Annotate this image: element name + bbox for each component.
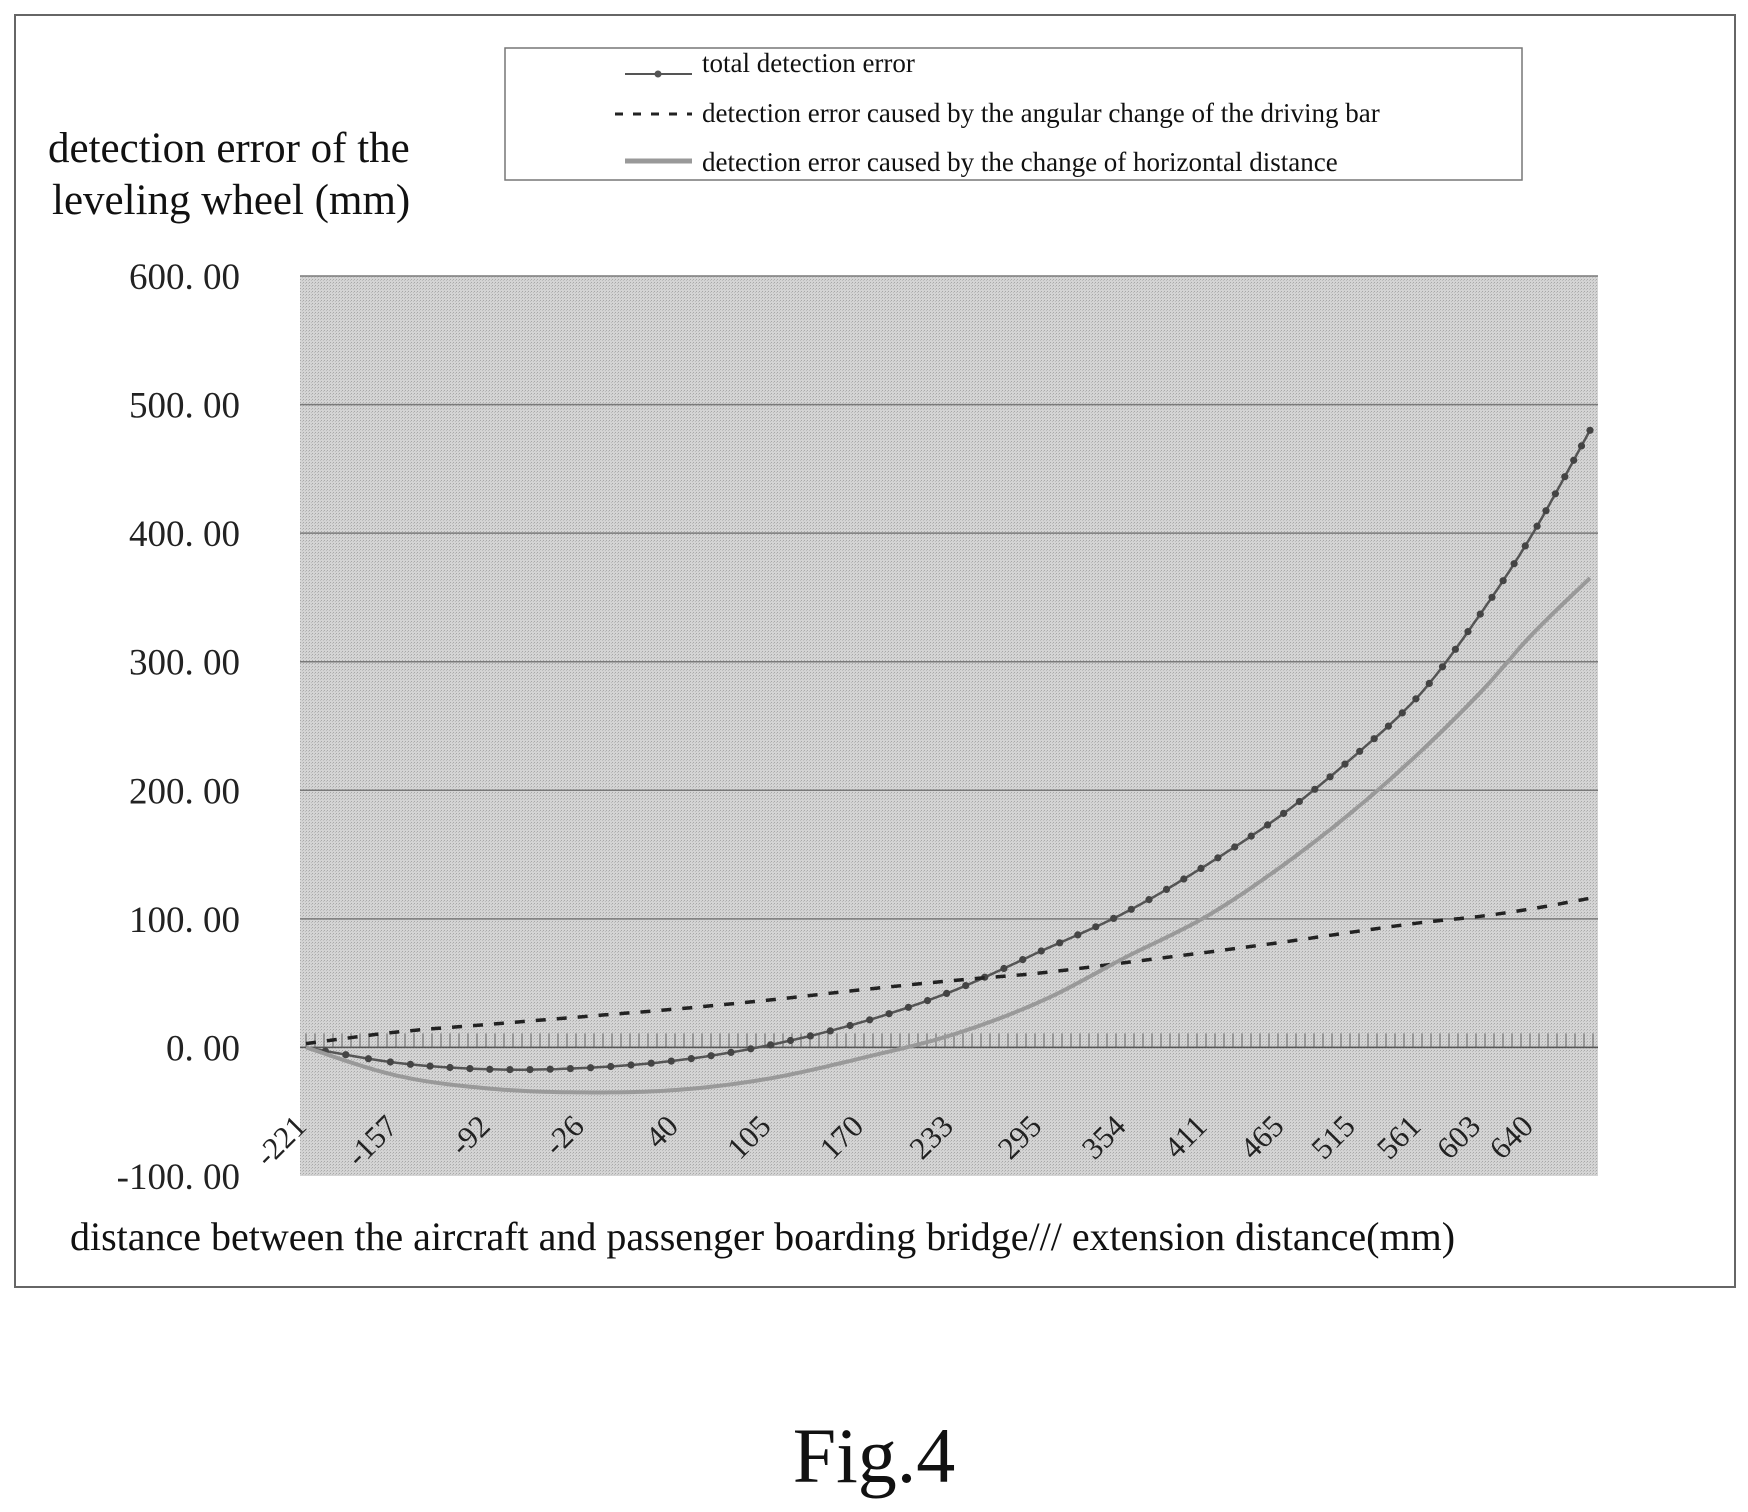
- series-0-marker: [1578, 442, 1585, 449]
- series-0-marker: [668, 1058, 675, 1065]
- series-0-marker: [1477, 611, 1484, 618]
- series-0-marker: [1452, 646, 1459, 653]
- series-0-marker: [1092, 923, 1099, 930]
- y-tick-label-4: 200. 00: [129, 771, 240, 812]
- series-0-marker: [1264, 821, 1271, 828]
- series-0-marker: [607, 1063, 614, 1070]
- y-tick-label-7: -100. 00: [117, 1157, 240, 1198]
- y-tick-label-0: 600. 00: [129, 257, 240, 298]
- series-0-marker: [1280, 810, 1287, 817]
- series-0-marker: [1214, 854, 1221, 861]
- series-0-marker: [587, 1064, 594, 1071]
- series-0-marker: [905, 1004, 912, 1011]
- y-tick-label-5: 100. 00: [129, 900, 240, 941]
- series-0-marker: [943, 990, 950, 997]
- series-0-marker: [767, 1041, 774, 1048]
- series-0-marker: [1439, 663, 1446, 670]
- series-0-marker: [1500, 577, 1507, 584]
- series-0-marker: [627, 1061, 634, 1068]
- series-0-marker: [342, 1051, 349, 1058]
- y-tick-label-3: 300. 00: [129, 643, 240, 684]
- series-0-marker: [924, 997, 931, 1004]
- series-0-marker: [1056, 939, 1063, 946]
- series-0-marker: [486, 1066, 493, 1073]
- y-tick-label-6: 0. 00: [166, 1028, 240, 1069]
- series-0-marker: [1464, 628, 1471, 635]
- series-0-marker: [1534, 523, 1541, 530]
- figure-label: Fig.4: [793, 1412, 956, 1499]
- legend-marker-total: [655, 71, 662, 78]
- series-0-marker: [747, 1045, 754, 1052]
- series-0-marker: [886, 1010, 893, 1017]
- series-0-marker: [1488, 594, 1495, 601]
- series-0-marker: [1231, 843, 1238, 850]
- series-0-marker: [1197, 865, 1204, 872]
- series-0-marker: [387, 1058, 394, 1065]
- series-0-marker: [1412, 695, 1419, 702]
- series-0-marker: [567, 1065, 574, 1072]
- series-0-marker: [708, 1052, 715, 1059]
- series-0-marker: [1327, 773, 1334, 780]
- series-0-marker: [827, 1027, 834, 1034]
- series-0-marker: [1163, 886, 1170, 893]
- y-axis-title-line-2: leveling wheel (mm): [52, 177, 410, 224]
- series-0-marker: [1522, 542, 1529, 549]
- series-0-marker: [866, 1016, 873, 1023]
- series-0-marker: [466, 1065, 473, 1072]
- series-0-marker: [1385, 723, 1392, 730]
- series-0-marker: [446, 1064, 453, 1071]
- series-0-marker: [727, 1049, 734, 1056]
- series-0-marker: [365, 1055, 372, 1062]
- y-axis-title-line-1: detection error of the: [48, 125, 410, 172]
- series-0-marker: [787, 1037, 794, 1044]
- series-0-marker: [1145, 896, 1152, 903]
- series-0-marker: [1511, 560, 1518, 567]
- series-0-marker: [1399, 709, 1406, 716]
- series-0-marker: [547, 1066, 554, 1073]
- series-0-marker: [1371, 735, 1378, 742]
- series-0-marker: [1552, 490, 1559, 497]
- series-0-marker: [1311, 786, 1318, 793]
- series-0-marker: [1570, 457, 1577, 464]
- series-0-marker: [407, 1061, 414, 1068]
- series-0-marker: [1561, 473, 1568, 480]
- series-0-marker: [1019, 956, 1026, 963]
- series-0-marker: [807, 1032, 814, 1039]
- series-0-marker: [1128, 906, 1135, 913]
- legend: total detection error detection error ca…: [505, 48, 1522, 180]
- series-0-marker: [1341, 761, 1348, 768]
- series-0-marker: [506, 1066, 513, 1073]
- series-0-marker: [1074, 931, 1081, 938]
- series-0-marker: [1110, 915, 1117, 922]
- legend-label-angular: detection error caused by the angular ch…: [702, 98, 1380, 128]
- y-tick-label-1: 500. 00: [129, 386, 240, 427]
- series-0-marker: [1586, 427, 1593, 434]
- series-0-marker: [1356, 748, 1363, 755]
- series-0-marker: [1180, 875, 1187, 882]
- series-0-marker: [1426, 680, 1433, 687]
- series-0-marker: [648, 1060, 655, 1067]
- series-0-marker: [1248, 833, 1255, 840]
- x-axis-title: distance between the aircraft and passen…: [70, 1214, 1455, 1259]
- y-tick-label-2: 400. 00: [129, 514, 240, 555]
- series-0-marker: [427, 1063, 434, 1070]
- series-0-marker: [688, 1055, 695, 1062]
- series-0-marker: [1296, 798, 1303, 805]
- series-0-marker: [962, 982, 969, 989]
- series-0-marker: [847, 1022, 854, 1029]
- legend-label-horizontal: detection error caused by the change of …: [702, 147, 1338, 177]
- series-0-marker: [1000, 965, 1007, 972]
- legend-label-total: total detection error: [702, 48, 915, 78]
- series-0-marker: [1038, 947, 1045, 954]
- series-0-marker: [526, 1066, 533, 1073]
- series-0-marker: [1542, 507, 1549, 514]
